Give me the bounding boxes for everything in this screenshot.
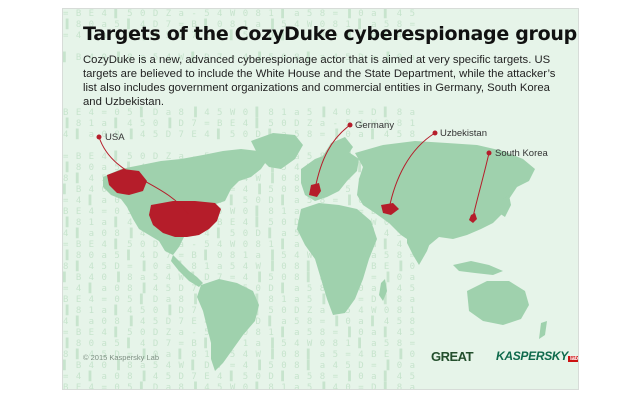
germany-label: Germany <box>355 120 395 131</box>
south-korea-highlight <box>469 213 477 223</box>
kaspersky-wordmark: KASPERSKY <box>496 349 568 363</box>
south-korea-label: South Korea <box>495 148 548 159</box>
madagascar-landmass <box>379 279 387 301</box>
kaspersky-logo: KASPERSKY lab <box>496 349 578 363</box>
infographic-description: CozyDuke is a new, advanced cyberespiona… <box>83 54 556 108</box>
usa-label: USA <box>105 132 125 143</box>
usa-marker-dot <box>96 134 102 140</box>
continents <box>103 133 547 371</box>
germany-connector-line <box>314 124 351 190</box>
asia-landmass <box>355 141 535 247</box>
japan-landmass <box>499 195 511 217</box>
india-landmass <box>407 227 433 265</box>
target-connectors <box>98 124 490 218</box>
infographic-card: = B E 4 ▌ 5 0 D Z a - 5 4 W 0 8 1 ▌ a 5 … <box>62 8 579 390</box>
greenland-landmass <box>251 133 303 169</box>
uzbekistan-connector-line <box>388 132 436 210</box>
south-korea-marker-dot <box>486 150 492 156</box>
uzbekistan-label: Uzbekistan <box>440 128 487 139</box>
usa-connector-line <box>98 136 190 216</box>
copyright-text: © 2015 Kaspersky Lab <box>83 353 159 362</box>
kaspersky-lab-badge: lab <box>567 356 578 362</box>
africa-landmass <box>297 203 377 315</box>
germany-marker-dot <box>347 122 353 128</box>
infographic-title: Targets of the CozyDuke cyberespionage g… <box>83 23 577 45</box>
usa-highlight <box>149 201 221 237</box>
great-logo: GREAT <box>431 349 474 364</box>
target-countries <box>107 169 477 237</box>
new-zealand-landmass <box>539 321 547 339</box>
germany-highlight <box>309 183 321 197</box>
world-map <box>96 122 547 371</box>
scandinavia-landmass <box>321 137 353 165</box>
south-korea-connector-line <box>472 152 490 218</box>
central-america-landmass <box>171 255 203 287</box>
uzbekistan-highlight <box>381 203 399 215</box>
alaska-highlight <box>107 169 147 195</box>
south-america-landmass <box>197 279 259 371</box>
indonesia-landmass <box>453 261 503 275</box>
uzbekistan-marker-dot <box>432 130 438 136</box>
australia-landmass <box>467 281 529 325</box>
target-markers <box>96 122 492 156</box>
